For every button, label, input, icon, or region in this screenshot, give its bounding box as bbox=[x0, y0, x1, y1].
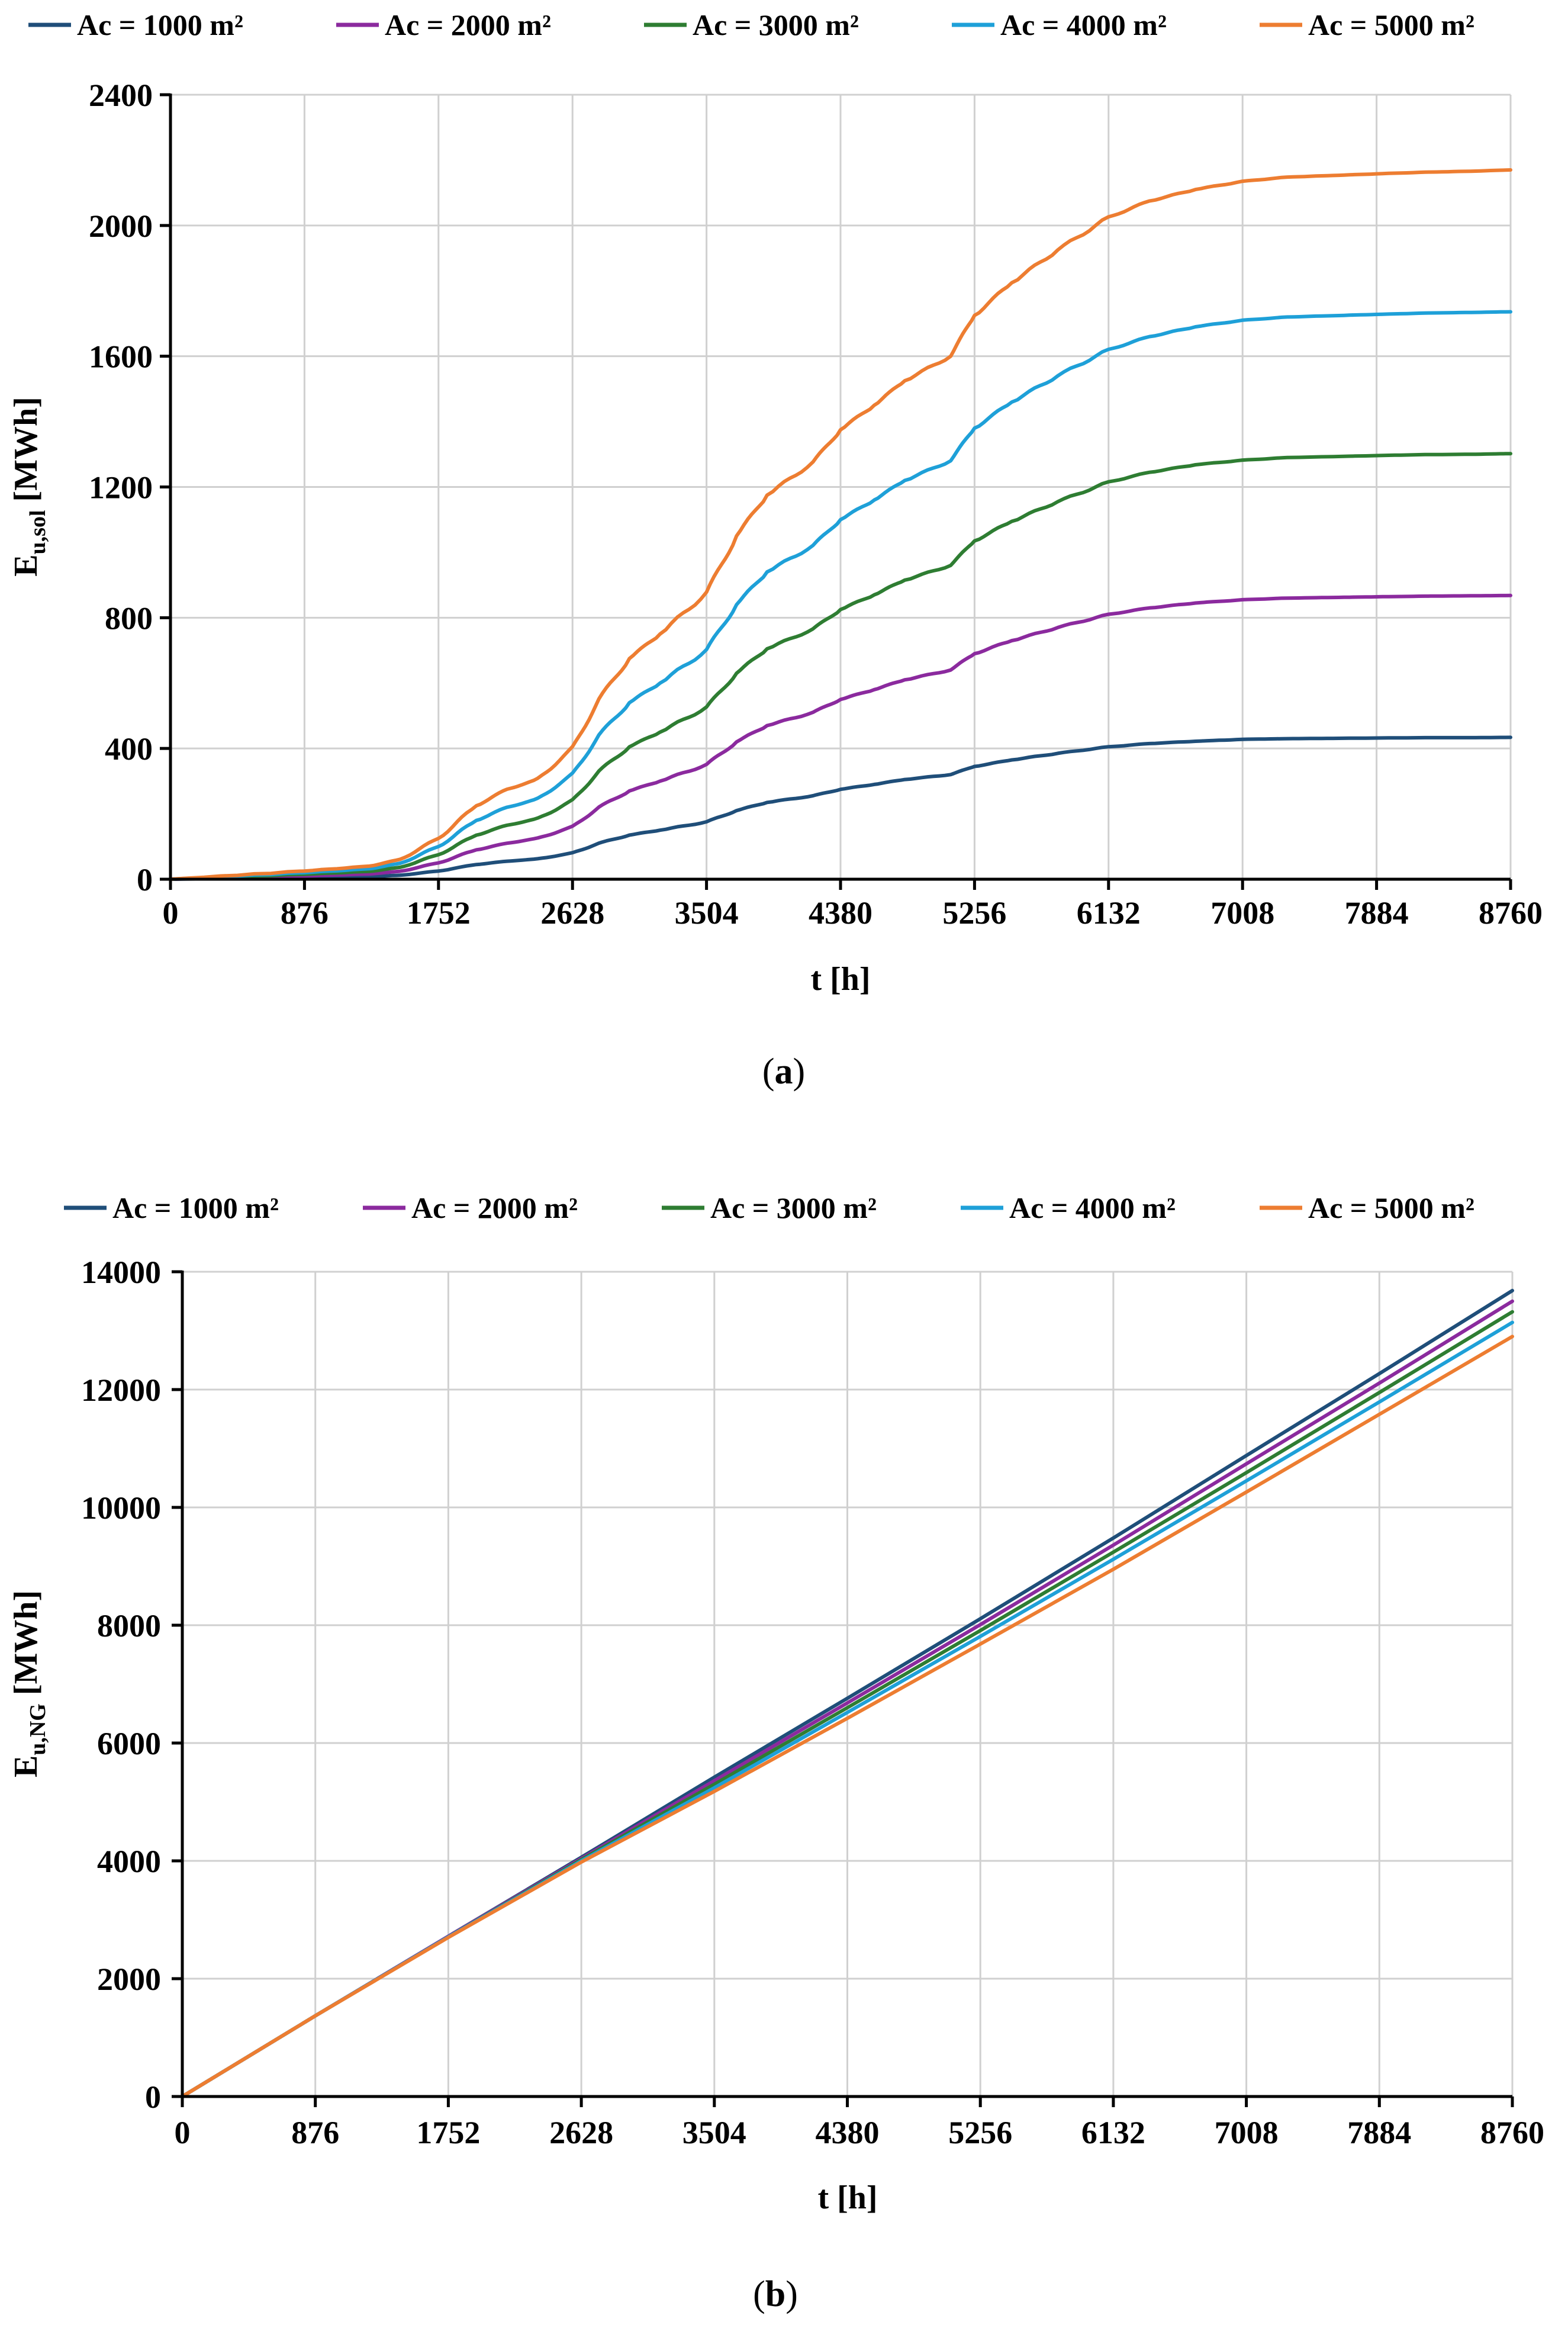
chart-b: Ac = 1000 m² Ac = 2000 m² Ac = 3000 m² Ac =… bbox=[8, 1191, 1544, 2314]
legend-label: Ac = 4000 m² bbox=[1009, 1191, 1176, 1224]
y-tick-label: 12000 bbox=[81, 1372, 161, 1408]
y-tick-label: 0 bbox=[145, 2079, 161, 2115]
x-tick-label: 3504 bbox=[682, 2115, 746, 2150]
legend-item-3[interactable]: Ac = 3000 m² bbox=[644, 8, 859, 41]
x-tick-label: 4380 bbox=[816, 2115, 880, 2150]
y-tick-label: 8000 bbox=[97, 1608, 161, 1644]
y-axis-title-unit: [MWh] bbox=[8, 397, 44, 510]
y-axis-title-main: E bbox=[8, 554, 44, 576]
legend-label: Ac = 1000 m² bbox=[77, 8, 243, 41]
x-tick-label: 2628 bbox=[540, 895, 604, 931]
y-tick-label: 400 bbox=[105, 731, 153, 767]
x-axis-title: t [h] bbox=[817, 2179, 877, 2216]
series-line-1 bbox=[169, 735, 1512, 881]
x-tick-label: 7008 bbox=[1210, 895, 1274, 931]
axes bbox=[172, 1270, 1514, 2107]
x-tick-labels: 0 876 1752 2628 3504 4380 5256 6132 7008 7884 8760 bbox=[163, 895, 1543, 931]
y-tick-label: 10000 bbox=[81, 1490, 161, 1526]
x-tick-label: 7884 bbox=[1347, 2115, 1411, 2150]
y-axis-title-unit: [MWh] bbox=[8, 1590, 44, 1703]
series-lines bbox=[169, 168, 1512, 881]
y-tick-labels: 0 2000 4000 6000 8000 10000 12000 14000 bbox=[81, 1255, 161, 2115]
y-axis-title-subscript: u,sol bbox=[25, 510, 50, 554]
y-tick-label: 2000 bbox=[89, 208, 153, 244]
legend-item-1[interactable]: Ac = 1000 m² bbox=[28, 8, 243, 41]
x-tick-label: 5256 bbox=[942, 895, 1006, 931]
legend-item-3[interactable]: Ac = 3000 m² bbox=[662, 1191, 877, 1224]
x-tick-label: 876 bbox=[291, 2115, 339, 2150]
series-lines bbox=[181, 1288, 1514, 2098]
series-line-2 bbox=[169, 593, 1512, 881]
legend-label: Ac = 4000 m² bbox=[1000, 8, 1167, 41]
x-tick-label: 5256 bbox=[948, 2115, 1012, 2150]
y-tick-label: 2000 bbox=[97, 1962, 161, 1997]
legend-label: Ac = 3000 m² bbox=[710, 1191, 877, 1224]
legend-item-4[interactable]: Ac = 4000 m² bbox=[961, 1191, 1176, 1224]
y-tick-label: 1600 bbox=[89, 339, 153, 375]
legend-item-4[interactable]: Ac = 4000 m² bbox=[952, 8, 1167, 41]
y-tick-label: 14000 bbox=[81, 1255, 161, 1290]
y-tick-label: 800 bbox=[105, 600, 153, 636]
x-tick-label: 1752 bbox=[407, 895, 471, 931]
legend[interactable]: Ac = 1000 m² Ac = 2000 m² Ac = 3000 m² Ac =… bbox=[28, 8, 1474, 41]
legend-label: Ac = 5000 m² bbox=[1308, 8, 1474, 41]
legend-label: Ac = 5000 m² bbox=[1308, 1191, 1474, 1224]
x-tick-label: 2628 bbox=[549, 2115, 613, 2150]
y-tick-labels: 0 400 800 1200 1600 2000 2400 bbox=[89, 78, 153, 898]
legend-item-2[interactable]: Ac = 2000 m² bbox=[336, 8, 551, 41]
y-tick-label: 0 bbox=[137, 862, 153, 898]
caption-b-letter: b bbox=[765, 2274, 785, 2314]
caption-b: (b) bbox=[753, 2274, 798, 2314]
x-tick-label: 3504 bbox=[675, 895, 739, 931]
legend-item-1[interactable]: Ac = 1000 m² bbox=[64, 1191, 279, 1224]
x-tick-label: 0 bbox=[163, 895, 179, 931]
y-axis-title-main: E bbox=[8, 1755, 44, 1777]
x-tick-label: 7008 bbox=[1215, 2115, 1279, 2150]
legend-label: Ac = 1000 m² bbox=[112, 1191, 279, 1224]
x-tick-label: 8760 bbox=[1479, 895, 1543, 931]
legend-label: Ac = 2000 m² bbox=[385, 8, 551, 41]
x-tick-label: 6132 bbox=[1081, 2115, 1145, 2150]
caption-a-letter: a bbox=[775, 1052, 793, 1092]
x-axis-title: t [h] bbox=[810, 961, 870, 998]
caption-a: (a) bbox=[762, 1052, 805, 1092]
legend-label: Ac = 2000 m² bbox=[411, 1191, 578, 1224]
legend-label: Ac = 3000 m² bbox=[693, 8, 859, 41]
x-tick-label: 0 bbox=[175, 2115, 191, 2150]
y-axis-title: Eu,NG [MWh] bbox=[8, 1590, 50, 1777]
x-tick-label: 6132 bbox=[1077, 895, 1141, 931]
legend-item-5[interactable]: Ac = 5000 m² bbox=[1260, 8, 1474, 41]
axes bbox=[160, 93, 1512, 890]
grid-lines bbox=[182, 1271, 1514, 2097]
legend-item-5[interactable]: Ac = 5000 m² bbox=[1260, 1191, 1474, 1224]
legend[interactable]: Ac = 1000 m² Ac = 2000 m² Ac = 3000 m² Ac =… bbox=[64, 1191, 1474, 1224]
y-tick-label: 6000 bbox=[97, 1726, 161, 1761]
x-tick-labels: 0 876 1752 2628 3504 4380 5256 6132 7008 7884 8760 bbox=[175, 2115, 1545, 2150]
y-tick-label: 1200 bbox=[89, 470, 153, 506]
series-line-5 bbox=[169, 168, 1512, 881]
x-tick-label: 4380 bbox=[809, 895, 872, 931]
x-tick-label: 8760 bbox=[1480, 2115, 1544, 2150]
y-tick-label: 2400 bbox=[89, 78, 153, 113]
series-line-4 bbox=[169, 310, 1512, 881]
series-line-5 bbox=[181, 1335, 1514, 2098]
series-line-3 bbox=[169, 452, 1512, 881]
x-tick-label: 1752 bbox=[416, 2115, 480, 2150]
grid-lines bbox=[170, 94, 1512, 879]
x-tick-label: 876 bbox=[281, 895, 329, 931]
y-axis-title-subscript: u,NG bbox=[25, 1703, 50, 1755]
x-tick-label: 7884 bbox=[1345, 895, 1409, 931]
chart-a: Ac = 1000 m² Ac = 2000 m² Ac = 3000 m² Ac =… bbox=[8, 8, 1543, 1092]
y-axis-title: Eu,sol [MWh] bbox=[8, 397, 50, 577]
legend-item-2[interactable]: Ac = 2000 m² bbox=[363, 1191, 578, 1224]
y-tick-label: 4000 bbox=[97, 1844, 161, 1879]
